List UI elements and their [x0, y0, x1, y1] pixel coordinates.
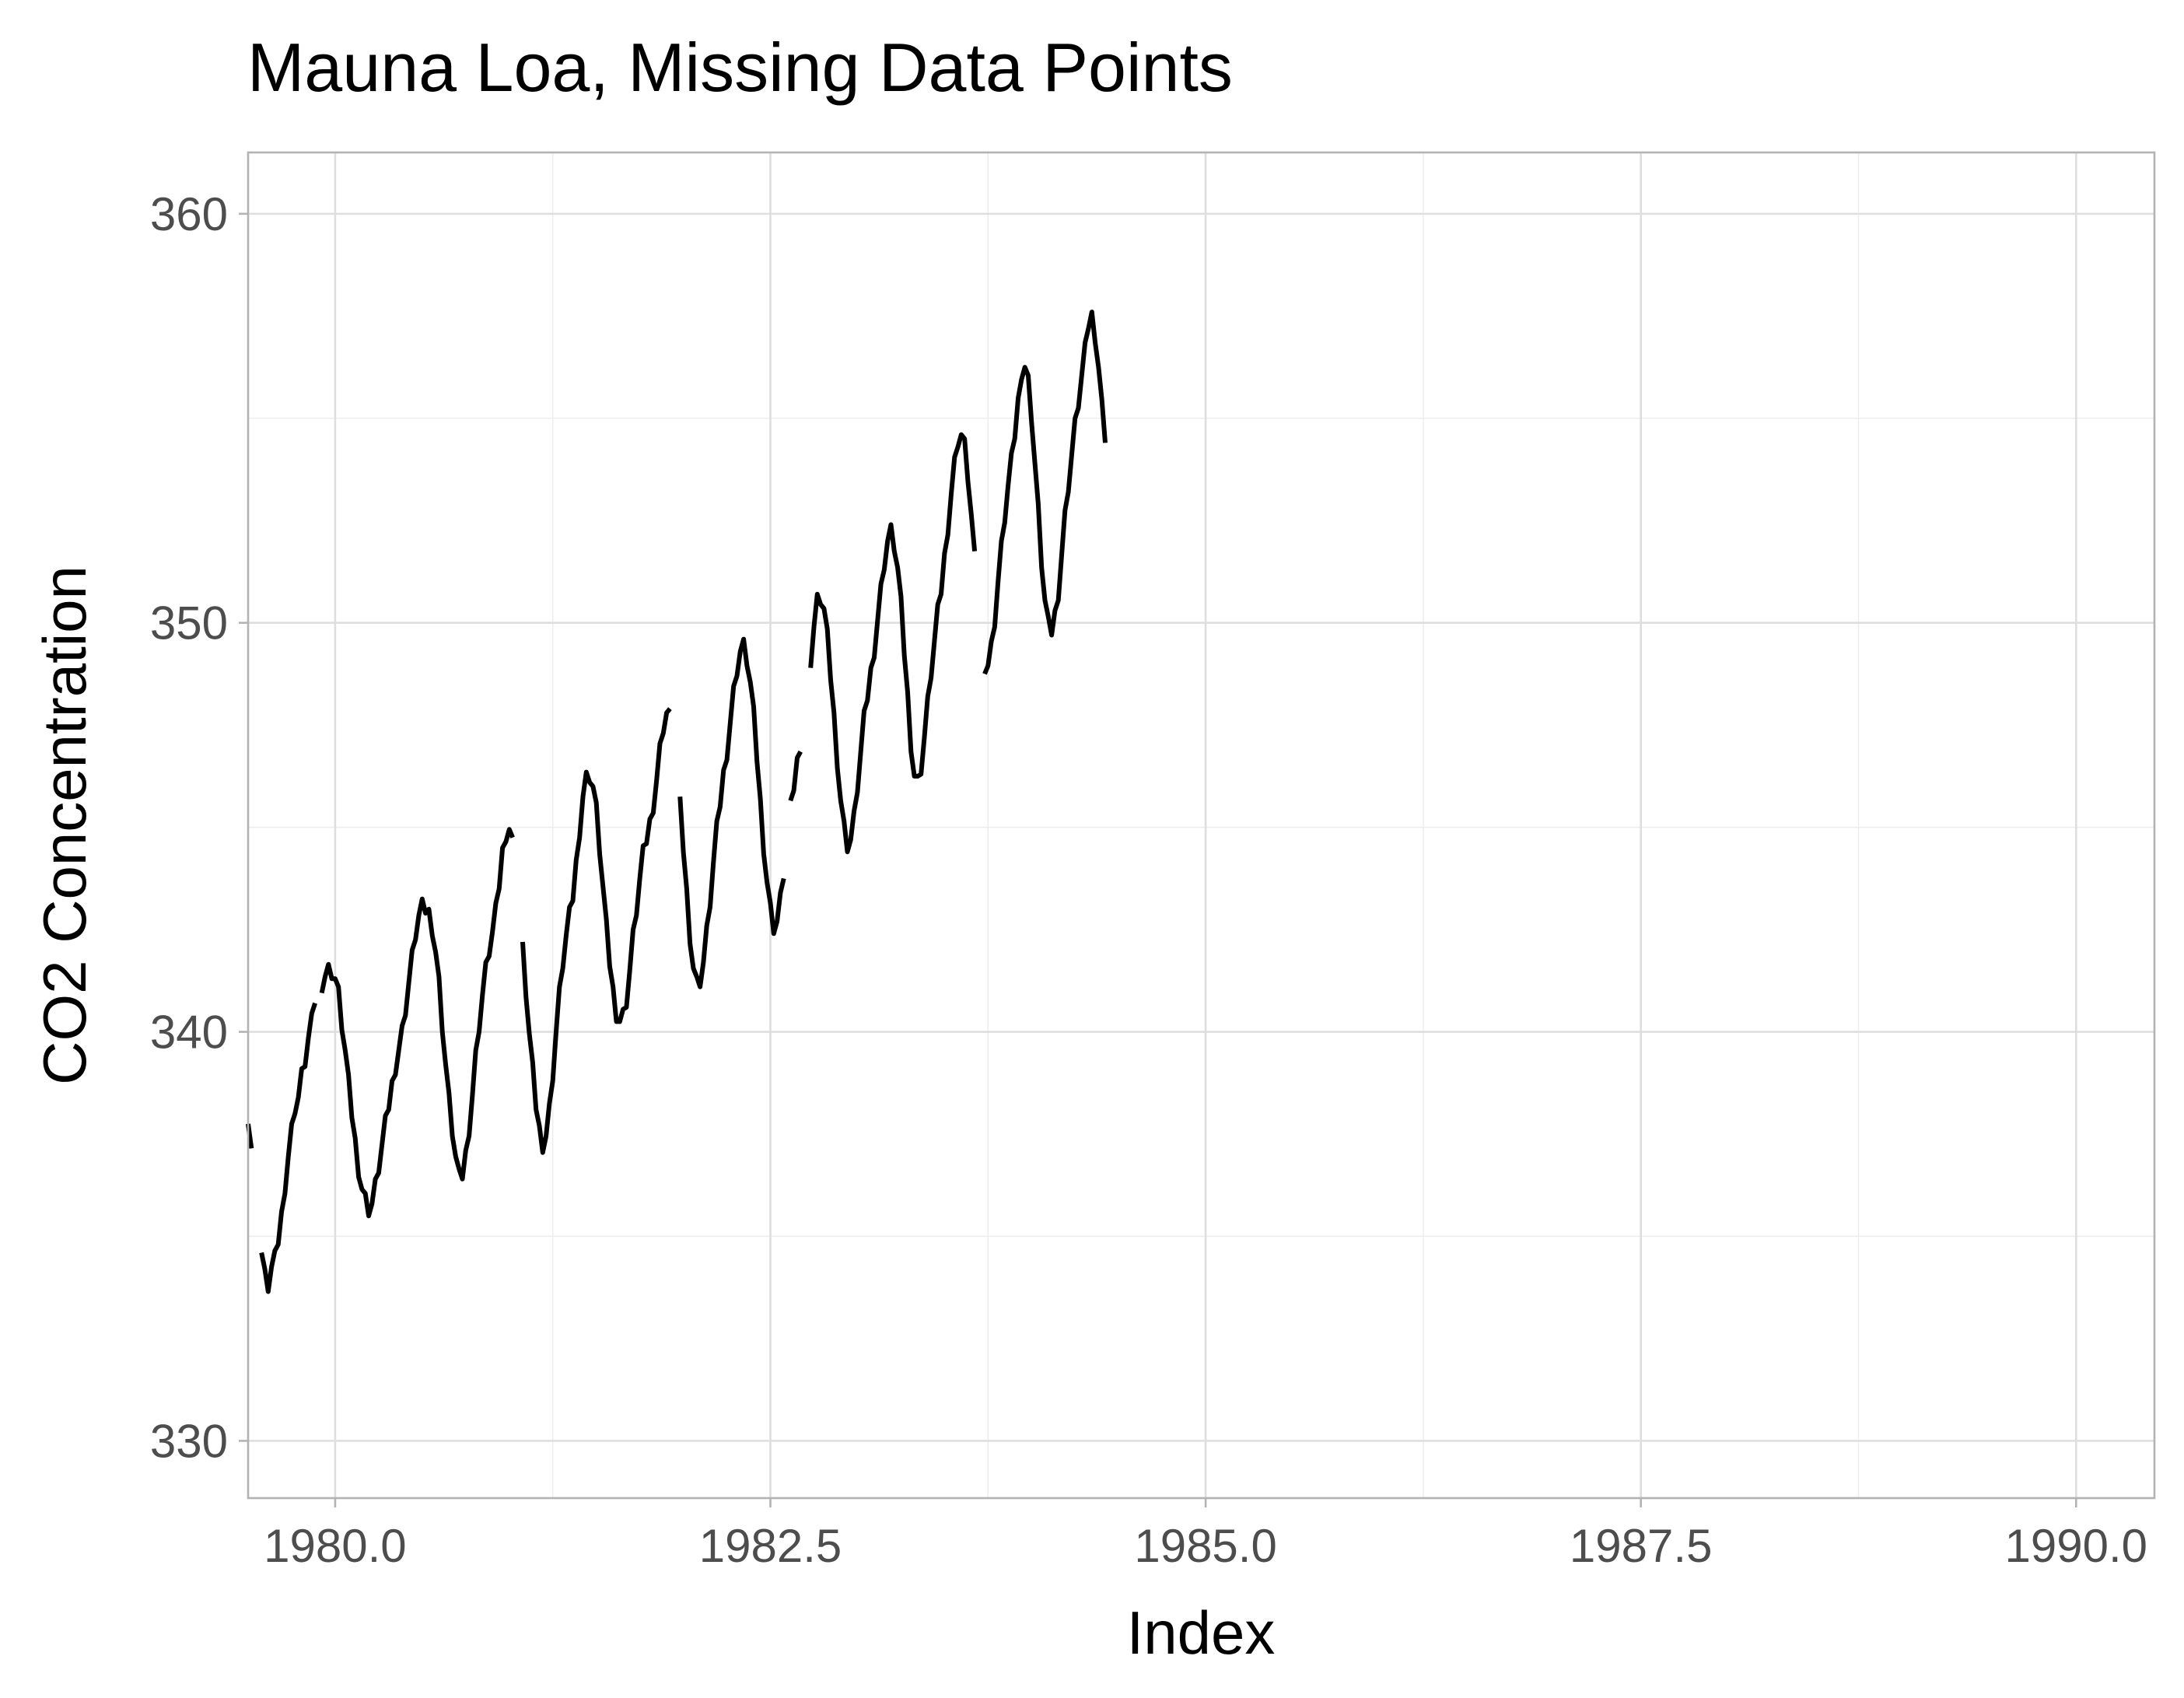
- y-tick-label: 330: [150, 1415, 228, 1467]
- grid: [248, 152, 2154, 1498]
- axis-ticks: 1980.0 1982.5 1985.0 1987.5 1990.0 330 340 350 3…: [150, 188, 2147, 1572]
- y-tick-label: 350: [150, 597, 228, 649]
- x-tick-label: 1982.5: [699, 1520, 842, 1572]
- series-layer: [246, 310, 1108, 1294]
- panel-border: [247, 151, 2156, 1500]
- x-tick-label: 1980.0: [264, 1520, 407, 1572]
- x-tick-label: 1990.0: [2005, 1520, 2148, 1572]
- y-tick-label: 340: [150, 1007, 228, 1059]
- y-tick-label: 360: [150, 188, 228, 240]
- x-axis-title: Index: [1127, 1598, 1276, 1667]
- x-tick-label: 1985.0: [1134, 1520, 1277, 1572]
- x-tick-label: 1987.5: [1570, 1520, 1713, 1572]
- chart-title: Mauna Loa, Missing Data Points: [247, 29, 1233, 106]
- y-axis-title: CO2 Concentration: [30, 565, 99, 1085]
- series-line-co2: [246, 310, 1108, 1294]
